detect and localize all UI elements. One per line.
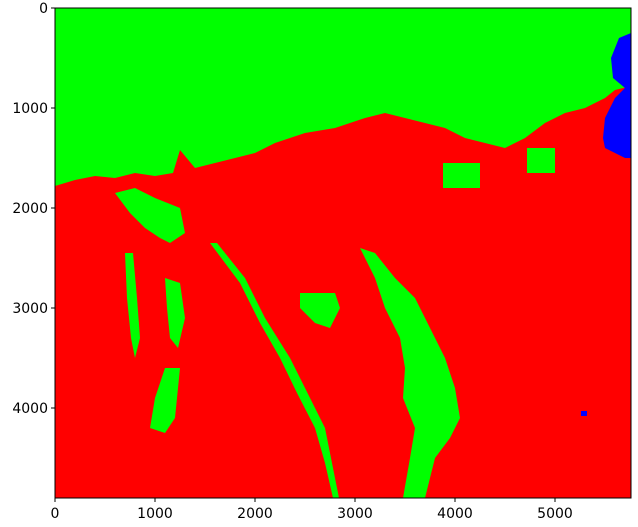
class-region-6 bbox=[300, 293, 340, 328]
x-tick-label: 3000 bbox=[337, 506, 373, 522]
class-region-1 bbox=[443, 163, 480, 188]
x-tick-label: 4000 bbox=[437, 506, 473, 522]
axes-ticks: 0 1000 2000 3000 4000 5000 0 1000 2000 3000 4000 bbox=[12, 1, 572, 522]
x-tick-label: 2000 bbox=[237, 506, 273, 522]
y-tick-label: 2000 bbox=[12, 201, 48, 217]
class-map bbox=[55, 8, 631, 498]
x-tick-label: 5000 bbox=[537, 506, 573, 522]
class-region-7 bbox=[125, 253, 140, 358]
class-region-2 bbox=[527, 148, 555, 173]
y-tick-label: 0 bbox=[39, 1, 48, 17]
class-region-3 bbox=[115, 188, 185, 243]
class-region-8 bbox=[165, 278, 185, 348]
y-tick-label: 4000 bbox=[12, 401, 48, 417]
class-region-9 bbox=[150, 368, 180, 433]
class-region-0 bbox=[55, 8, 631, 186]
x-tick-label: 1000 bbox=[137, 506, 173, 522]
y-tick-label: 1000 bbox=[12, 101, 48, 117]
plot-frame bbox=[54, 7, 632, 499]
class-region-11 bbox=[581, 411, 587, 416]
x-tick-label: 0 bbox=[51, 506, 60, 522]
class-region-10 bbox=[603, 33, 631, 158]
class-region-5 bbox=[360, 248, 460, 498]
y-tick-label: 3000 bbox=[12, 301, 48, 317]
